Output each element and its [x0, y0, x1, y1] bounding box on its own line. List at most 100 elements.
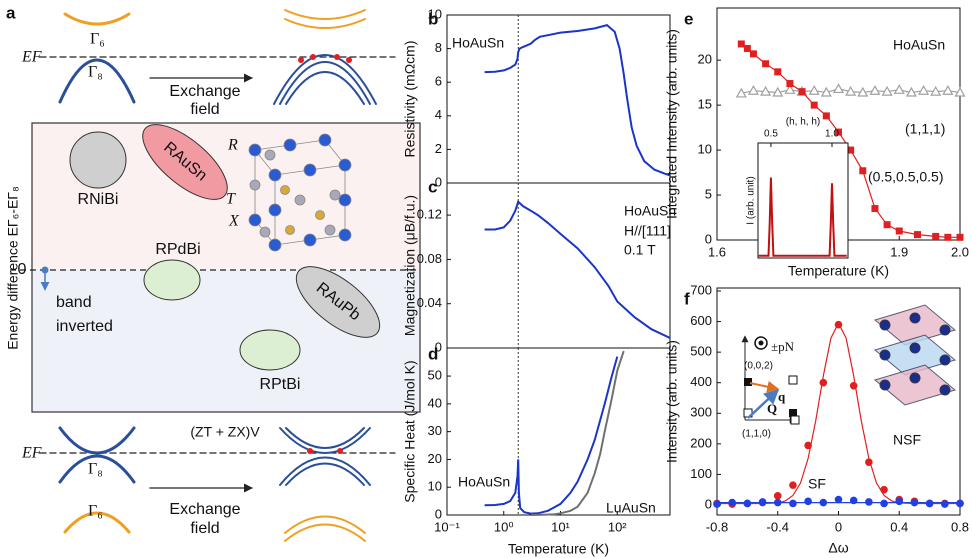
series-label: (0.5,0.5,0.5): [868, 169, 944, 185]
marker: [883, 221, 891, 229]
x-tick-label: -0.4: [767, 519, 789, 534]
x-tick-label: 10⁻¹: [434, 519, 460, 534]
x-axis-label: (ZT + ZX)V: [190, 424, 260, 440]
marker: [747, 85, 759, 95]
panel-label: b: [428, 9, 438, 28]
chart: 0 10 20 30 40 50 10⁻¹ 10⁰ 10¹ 10² HoAuSn LuAuSn Spec…: [402, 344, 671, 557]
marker: [859, 167, 867, 175]
y-axis-label: Magnetization (μB/f.u.): [402, 195, 418, 336]
scattering-geometry-part: [789, 409, 797, 417]
y-axis-label: Resistivity (mΩcm): [402, 40, 418, 157]
band-diagram-top-part: [334, 54, 340, 60]
band-diagram-bottom-part: [58, 426, 136, 455]
marker: [865, 498, 873, 506]
marker: [880, 499, 888, 508]
x-tick-label: 1.9: [890, 244, 908, 259]
marker: [804, 497, 812, 506]
crystal-structure-part: [248, 143, 262, 157]
marker: [910, 498, 919, 507]
crystal-structure-part: [338, 158, 352, 172]
marker: [735, 87, 747, 98]
band-label: Γ₈: [88, 64, 103, 81]
fermi-label: EF: [21, 445, 42, 462]
y-tick-label: 40: [428, 395, 442, 410]
marker: [789, 499, 797, 508]
magnetic-structure: [873, 304, 957, 406]
crystal-structure-part: [338, 193, 352, 207]
marker: [810, 101, 818, 109]
band-diagram-bottom-part: [285, 427, 365, 449]
magnetic-structure-part: [939, 354, 951, 366]
band-diagram-bottom-part: [279, 427, 371, 454]
y-tick-label: 400: [690, 374, 712, 389]
series-line: [758, 177, 847, 257]
panel-label: d: [428, 344, 438, 363]
y-tick-label: 5: [705, 186, 712, 201]
x-tick-label: 10⁰: [494, 519, 514, 534]
marker: [881, 85, 893, 96]
series-label: NSF: [893, 432, 921, 448]
x-tick-label: 10¹: [551, 519, 570, 534]
crystal-structure-part: [285, 225, 295, 235]
annotation: HoAuSn: [893, 37, 945, 53]
magnetic-structure-part: [879, 319, 891, 331]
crystal-structure-part: [259, 226, 271, 238]
band-diagram-bottom-part: [284, 515, 366, 534]
marker: [789, 481, 797, 489]
y-axis-label: I (arb. unit): [746, 176, 757, 224]
marker: [743, 499, 752, 508]
x-axis-label: Temperature (K): [508, 541, 609, 557]
y-tick-label: 0: [435, 506, 442, 521]
marker: [798, 88, 806, 96]
phase-box-part: [239, 329, 301, 371]
scattering-geometry-part: [749, 380, 780, 393]
series-line: [484, 200, 670, 339]
band-diagram-top-part: [279, 61, 371, 105]
band-diagram-bottom-part: [58, 454, 136, 484]
series-label: LuAuSn: [606, 500, 656, 516]
band-diagram-bottom-part: [337, 448, 343, 454]
panel-label: c: [428, 177, 437, 196]
region-label: inverted: [56, 318, 113, 335]
phase-box-part: [69, 131, 127, 189]
marker: [895, 497, 904, 506]
magnetic-structure-part: [873, 304, 957, 346]
crystal-structure-part: [283, 138, 297, 152]
x-tick-label: 0.8: [951, 519, 969, 534]
magnetic-structure-part: [939, 324, 951, 336]
marker: [834, 495, 843, 504]
y-tick-label: 6: [435, 74, 442, 89]
series-label: SF: [808, 476, 826, 492]
marker: [880, 485, 888, 494]
annotation: HoAuSn: [624, 203, 676, 219]
annotation: 0.1 T: [624, 242, 656, 258]
marker: [930, 85, 942, 96]
y-tick-label: 10: [428, 479, 442, 494]
magnetic-structure-part: [873, 364, 957, 406]
arrow-label: field: [190, 520, 219, 537]
band-diagram-bottom-part: [284, 523, 366, 542]
series-line: [484, 23, 670, 177]
y-tick-label: 500: [690, 344, 712, 359]
band-diagram-bottom-part: [307, 448, 313, 454]
marker: [758, 498, 767, 506]
atom-label: T: [226, 191, 236, 208]
crystal-structure-part: [338, 228, 352, 242]
marker: [895, 227, 903, 235]
y-tick-label: 4: [435, 107, 442, 122]
inset-label: ±pN: [771, 339, 795, 354]
panel-a: a Γ₆ EF Γ₈ Exchange field: [5, 3, 421, 542]
y-tick-label: 8: [435, 40, 442, 55]
y-tick-label: 0.08: [417, 251, 442, 266]
band-diagram-top-part: [273, 54, 377, 105]
marker: [941, 500, 949, 508]
panel-label: e: [684, 9, 693, 28]
magnetic-structure-part: [873, 334, 957, 376]
marker: [849, 496, 858, 505]
chart: 0.5 1.0 I (arb. unit) (h, h, h): [746, 117, 849, 259]
scattering-geometry-part: [788, 375, 798, 385]
y-tick-label: 10: [698, 142, 712, 157]
band-diagram-top-part: [310, 54, 316, 60]
marker: [713, 500, 721, 508]
